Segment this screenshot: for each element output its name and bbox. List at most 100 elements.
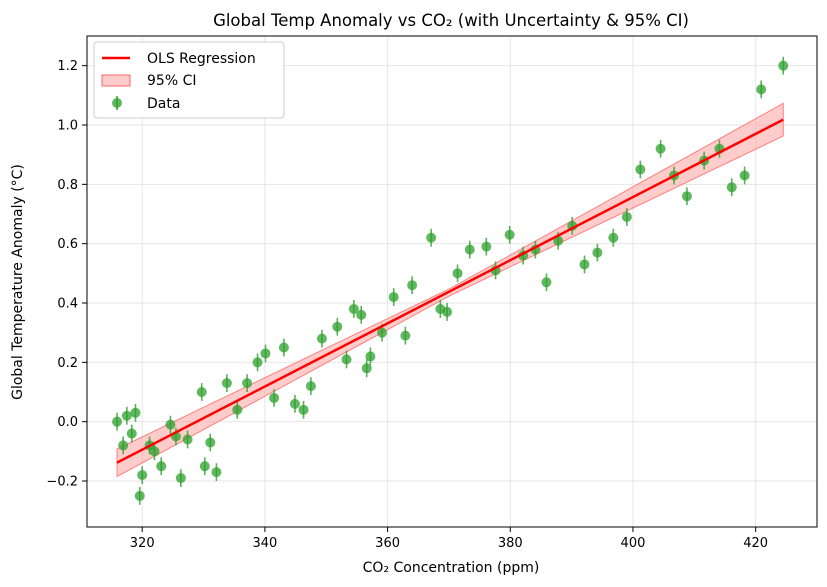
y-tick-label: 0.2 xyxy=(57,356,78,371)
data-marker xyxy=(541,277,552,288)
data-point xyxy=(464,240,475,259)
data-marker xyxy=(452,268,463,279)
data-point xyxy=(137,466,148,484)
y-tick-label: 0.6 xyxy=(57,237,78,252)
data-point xyxy=(426,228,437,247)
data-marker xyxy=(481,241,492,252)
data-point xyxy=(289,394,300,413)
x-tick-label: 360 xyxy=(375,536,400,551)
data-point xyxy=(211,463,222,482)
data-point xyxy=(278,338,289,357)
data-point xyxy=(165,415,176,434)
data-point xyxy=(739,166,750,185)
plot-frame xyxy=(86,35,818,528)
data-point xyxy=(130,403,141,422)
data-marker xyxy=(504,229,515,240)
legend-box xyxy=(93,41,285,119)
data-marker xyxy=(407,280,418,291)
data-point xyxy=(175,469,186,487)
data-point xyxy=(356,305,367,324)
data-marker xyxy=(137,470,148,481)
y-axis-label: Global Temperature Anomaly (°C) xyxy=(10,164,26,400)
data-marker xyxy=(388,292,399,303)
data-marker xyxy=(778,60,789,71)
data-point xyxy=(221,374,232,393)
data-point xyxy=(199,457,210,476)
data-point xyxy=(608,228,619,247)
data-point xyxy=(756,80,767,99)
data-point xyxy=(365,347,376,366)
data-point xyxy=(579,255,590,274)
data-point xyxy=(778,56,789,75)
chart-title: Global Temp Anomaly vs CO₂ (with Uncerta… xyxy=(213,11,689,30)
data-marker xyxy=(175,473,186,484)
data-point xyxy=(407,276,418,295)
data-point xyxy=(361,359,372,378)
data-point xyxy=(149,442,160,461)
data-point xyxy=(481,237,492,256)
data-marker xyxy=(592,247,603,258)
data-point xyxy=(635,160,646,179)
data-marker xyxy=(121,410,132,421)
data-marker xyxy=(130,407,141,418)
data-point xyxy=(388,288,399,306)
regression-line xyxy=(116,118,784,464)
data-marker xyxy=(621,211,632,222)
data-marker xyxy=(579,259,590,270)
data-marker xyxy=(196,387,207,398)
y-tick-label: 0.8 xyxy=(57,178,78,193)
data-point xyxy=(452,264,463,283)
data-marker xyxy=(442,306,453,317)
data-marker xyxy=(377,327,388,338)
data-point xyxy=(504,225,515,244)
data-marker xyxy=(260,348,271,359)
x-tick-label: 420 xyxy=(743,536,768,551)
y-tick-label: −0.2 xyxy=(46,475,78,490)
data-marker xyxy=(298,404,309,415)
x-axis-label: CO₂ Concentration (ppm) xyxy=(363,560,540,576)
data-marker xyxy=(332,321,343,332)
data-point xyxy=(118,436,129,455)
data-marker xyxy=(199,461,210,472)
x-tick-label: 320 xyxy=(130,536,155,551)
legend-ci-swatch xyxy=(101,74,131,87)
data-marker xyxy=(426,232,437,243)
data-point xyxy=(126,424,137,443)
y-tick-label: 0.0 xyxy=(57,415,78,430)
data-marker xyxy=(681,191,692,202)
data-marker xyxy=(635,164,646,175)
x-ticks: 320 340 360 380 400 420 xyxy=(130,527,768,551)
data-marker xyxy=(400,330,411,341)
data-point xyxy=(260,344,271,363)
data-marker xyxy=(756,84,767,95)
data-marker xyxy=(739,170,750,181)
data-point xyxy=(348,300,359,318)
data-point xyxy=(726,178,737,197)
data-marker xyxy=(305,381,316,392)
data-marker xyxy=(156,461,167,472)
data-marker xyxy=(608,232,619,243)
data-marker xyxy=(182,434,193,445)
data-point xyxy=(400,326,411,345)
data-marker xyxy=(289,398,300,409)
x-tick-label: 400 xyxy=(621,536,646,551)
data-point xyxy=(621,208,632,226)
data-point xyxy=(541,273,552,292)
data-point xyxy=(182,430,193,449)
data-marker xyxy=(464,244,475,255)
data-point xyxy=(681,187,692,206)
x-tick-label: 340 xyxy=(252,536,277,551)
data-marker xyxy=(316,333,327,344)
data-point xyxy=(232,400,243,419)
data-point xyxy=(592,243,603,262)
data-marker xyxy=(165,419,176,430)
y-ticks: −0.2 0.0 0.2 0.4 0.6 0.8 1.0 1.2 xyxy=(46,59,87,490)
data-point xyxy=(242,374,253,393)
y-tick-label: 1.2 xyxy=(57,59,78,74)
data-point xyxy=(305,377,316,395)
data-marker xyxy=(726,182,737,193)
data-marker xyxy=(278,342,289,353)
data-marker xyxy=(242,378,253,389)
data-point xyxy=(252,353,263,372)
legend-label-ci: 95% CI xyxy=(147,73,196,89)
